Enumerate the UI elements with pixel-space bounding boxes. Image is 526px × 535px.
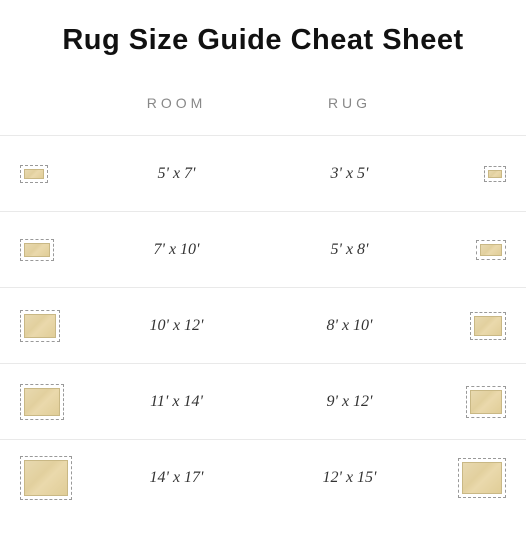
room-dimension: 11' x 14' xyxy=(90,393,263,411)
rug-icon xyxy=(470,312,506,340)
table-row: 7' x 10'5' x 8' xyxy=(0,211,526,287)
rug-icon xyxy=(20,384,64,420)
rug-icon-cell xyxy=(436,386,506,418)
room-icon-cell xyxy=(20,456,90,500)
rug-fill xyxy=(480,244,502,256)
rug-fill xyxy=(462,462,502,494)
rug-fill xyxy=(474,316,502,336)
rug-fill xyxy=(470,390,502,414)
rug-icon xyxy=(476,240,506,260)
rug-fill xyxy=(24,460,68,496)
column-headers: ROOM RUG xyxy=(0,95,526,135)
table-row: 5' x 7'3' x 5' xyxy=(0,135,526,211)
rug-header: RUG xyxy=(263,95,436,111)
rug-icon-cell xyxy=(436,458,506,498)
rug-dimension: 8' x 10' xyxy=(263,317,436,335)
table-body: 5' x 7'3' x 5'7' x 10'5' x 8'10' x 12'8'… xyxy=(0,135,526,515)
room-dimension: 14' x 17' xyxy=(90,469,263,487)
rug-icon-cell xyxy=(436,240,506,260)
rug-icon-cell xyxy=(436,312,506,340)
table-row: 10' x 12'8' x 10' xyxy=(0,287,526,363)
rug-icon xyxy=(20,310,60,342)
header-spacer xyxy=(20,95,90,111)
rug-fill xyxy=(24,169,44,179)
rug-icon xyxy=(20,165,48,183)
rug-icon xyxy=(466,386,506,418)
page-title: Rug Size Guide Cheat Sheet xyxy=(0,24,526,57)
rug-size-guide: Rug Size Guide Cheat Sheet ROOM RUG 5' x… xyxy=(0,0,526,535)
room-icon-cell xyxy=(20,384,90,420)
rug-icon xyxy=(484,166,506,182)
room-dimension: 7' x 10' xyxy=(90,241,263,259)
room-dimension: 10' x 12' xyxy=(90,317,263,335)
rug-dimension: 9' x 12' xyxy=(263,393,436,411)
rug-dimension: 12' x 15' xyxy=(263,469,436,487)
header-spacer xyxy=(436,95,506,111)
room-header: ROOM xyxy=(90,95,263,111)
room-icon-cell xyxy=(20,310,90,342)
rug-icon xyxy=(458,458,506,498)
rug-dimension: 3' x 5' xyxy=(263,165,436,183)
room-icon-cell xyxy=(20,239,90,261)
rug-fill xyxy=(24,243,50,257)
rug-fill xyxy=(488,170,502,178)
room-dimension: 5' x 7' xyxy=(90,165,263,183)
rug-icon xyxy=(20,456,72,500)
rug-icon xyxy=(20,239,54,261)
rug-fill xyxy=(24,314,56,338)
room-icon-cell xyxy=(20,165,90,183)
rug-fill xyxy=(24,388,60,416)
rug-dimension: 5' x 8' xyxy=(263,241,436,259)
table-row: 11' x 14'9' x 12' xyxy=(0,363,526,439)
rug-icon-cell xyxy=(436,166,506,182)
table-row: 14' x 17'12' x 15' xyxy=(0,439,526,515)
